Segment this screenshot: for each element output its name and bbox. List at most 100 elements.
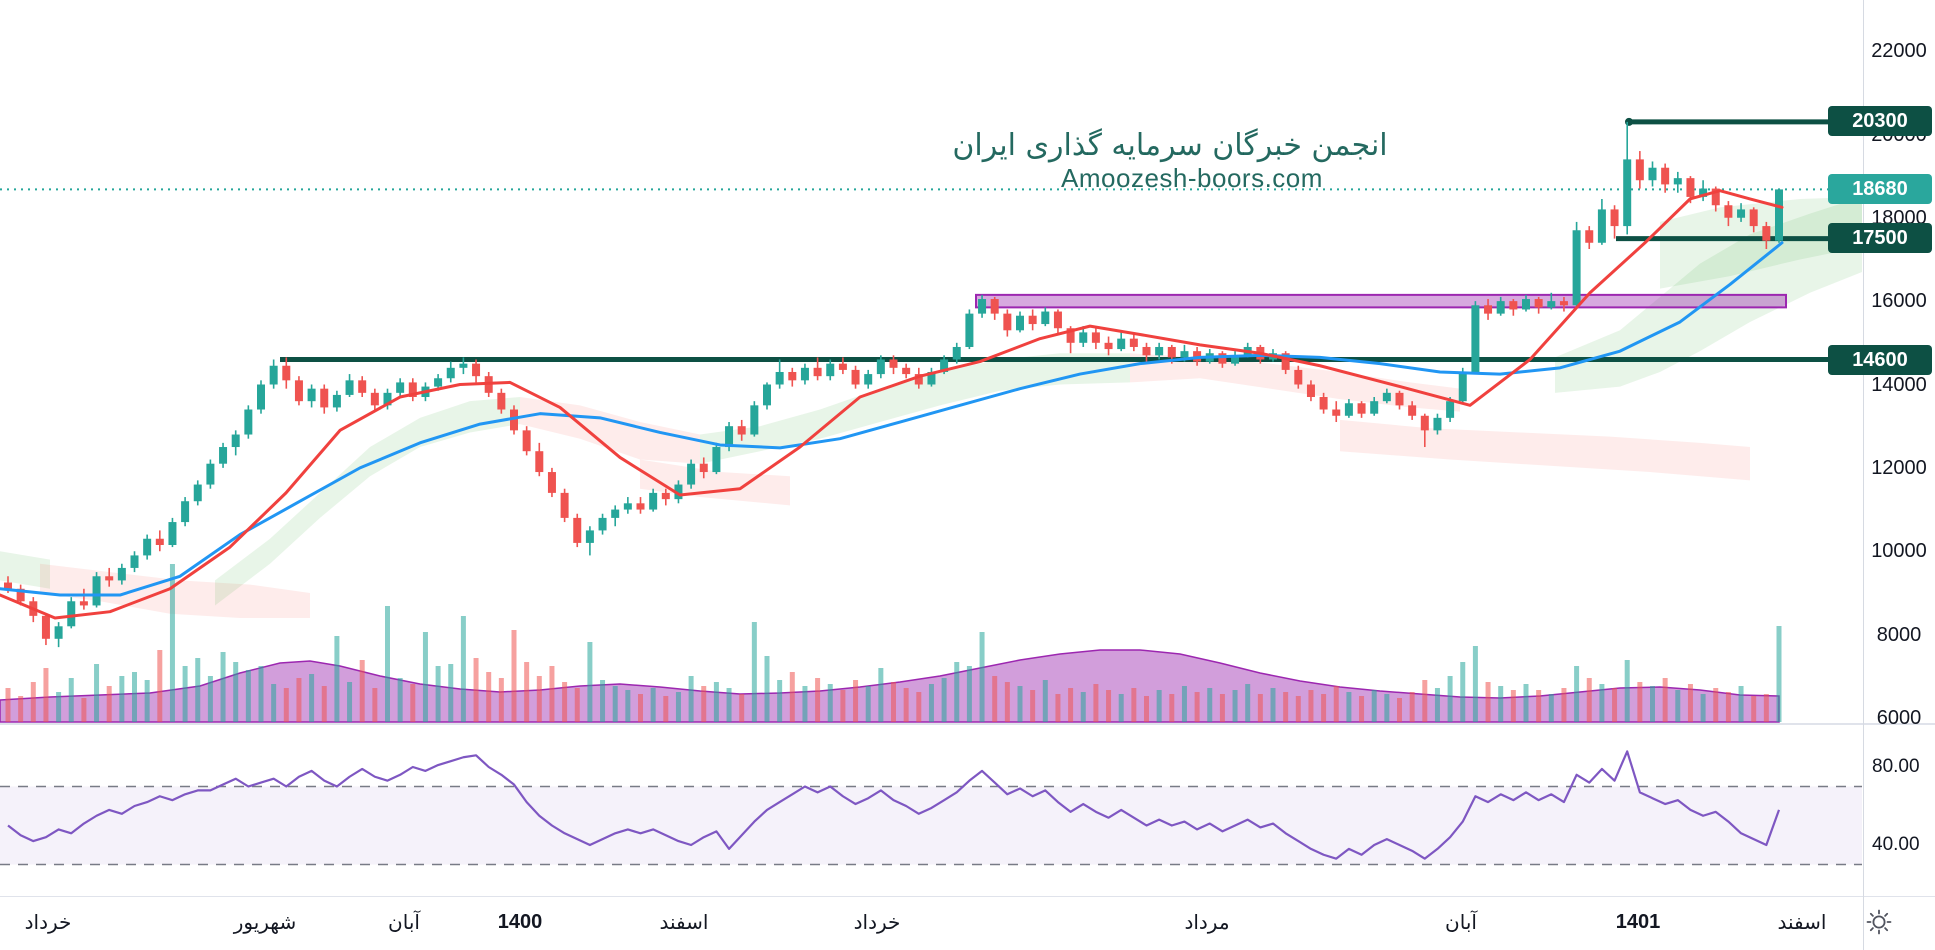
time-axis-label: خرداد bbox=[24, 910, 72, 934]
volume-bar bbox=[1460, 662, 1466, 722]
candle-body bbox=[117, 567, 126, 581]
volume-bar bbox=[1245, 684, 1251, 722]
candle-body bbox=[92, 576, 101, 606]
time-axis-border bbox=[0, 896, 1935, 897]
price-axis-label: 6000 bbox=[1876, 707, 1922, 729]
volume-bar bbox=[1194, 692, 1200, 722]
volume-bar bbox=[815, 678, 821, 722]
volume-bar bbox=[1080, 692, 1086, 722]
volume-bar bbox=[207, 676, 213, 722]
volume-bar bbox=[840, 690, 846, 722]
candle-body bbox=[687, 463, 696, 485]
volume-bar bbox=[777, 680, 783, 722]
volume-bar bbox=[1713, 688, 1719, 722]
candle-body bbox=[864, 374, 873, 385]
volume-bar bbox=[764, 656, 770, 722]
volume-bar bbox=[954, 662, 960, 722]
volume-bar bbox=[713, 682, 719, 722]
volume-bar bbox=[1181, 686, 1187, 722]
candle-body bbox=[965, 313, 974, 347]
candle-body bbox=[282, 365, 291, 381]
volume-bar bbox=[1422, 680, 1428, 722]
candle-body bbox=[1699, 188, 1708, 197]
volume-bar bbox=[321, 686, 327, 722]
volume-bar bbox=[359, 660, 365, 722]
volume-bar bbox=[966, 666, 972, 722]
volume-bar bbox=[1624, 660, 1630, 722]
candle-body bbox=[446, 367, 455, 379]
candle-body bbox=[712, 447, 721, 473]
volume-bar bbox=[1232, 690, 1238, 722]
candle-body bbox=[231, 434, 240, 448]
candle-body bbox=[396, 382, 405, 393]
candle-body bbox=[332, 394, 341, 408]
candle-body bbox=[1306, 384, 1315, 398]
candle-body bbox=[1711, 188, 1720, 206]
volume-bar bbox=[157, 650, 163, 722]
volume-bar bbox=[891, 682, 896, 722]
candle-body bbox=[1003, 313, 1012, 331]
volume-bar bbox=[1738, 686, 1744, 722]
candle-body bbox=[1585, 230, 1594, 243]
candle-body bbox=[1635, 159, 1644, 181]
volume-bar bbox=[1156, 690, 1162, 722]
candle-body bbox=[1357, 403, 1366, 414]
ichimoku-cloud-pink bbox=[40, 563, 310, 618]
candle-body bbox=[497, 392, 506, 410]
candle-body bbox=[510, 409, 518, 431]
volume-bar bbox=[1650, 686, 1655, 722]
volume-bar bbox=[979, 632, 985, 722]
volume-bar bbox=[1776, 626, 1782, 722]
candle-body bbox=[370, 392, 379, 406]
candle-body bbox=[206, 463, 215, 485]
volume-bar bbox=[562, 682, 568, 722]
candle-body bbox=[1142, 346, 1151, 356]
candle-body bbox=[307, 388, 316, 402]
volume-bar bbox=[347, 682, 353, 722]
volume-bar bbox=[1055, 694, 1061, 722]
volume-bar bbox=[865, 686, 871, 722]
volume-bar bbox=[5, 688, 11, 722]
candle-body bbox=[1041, 311, 1050, 325]
candle-body bbox=[1332, 409, 1341, 416]
volume-bar bbox=[1257, 694, 1263, 722]
volume-bar bbox=[283, 688, 289, 722]
candle-body bbox=[876, 359, 885, 375]
volume-bar bbox=[1384, 694, 1390, 722]
volume-bar bbox=[1510, 690, 1516, 722]
volume-bar bbox=[688, 676, 694, 722]
volume-bar bbox=[1612, 688, 1618, 722]
volume-bar bbox=[422, 632, 428, 722]
volume-bar bbox=[385, 606, 390, 722]
candle-body bbox=[927, 371, 936, 385]
ichimoku-cloud-pink bbox=[520, 397, 700, 464]
candle-body bbox=[1673, 178, 1682, 185]
pane-separator-price-rsi[interactable] bbox=[0, 723, 1935, 725]
volume-bar bbox=[726, 688, 732, 722]
candle-body bbox=[940, 359, 949, 372]
volume-bar bbox=[903, 688, 909, 722]
price-axis-border bbox=[1863, 0, 1864, 950]
volume-bar bbox=[1561, 688, 1567, 722]
volume-bar bbox=[1308, 690, 1314, 722]
candle-body bbox=[79, 601, 88, 606]
volume-bar bbox=[309, 674, 315, 722]
candle-body bbox=[788, 371, 797, 381]
candle-body bbox=[560, 492, 569, 518]
volume-bar bbox=[638, 694, 643, 722]
volume-bar bbox=[1346, 692, 1352, 722]
ma-fast-line bbox=[0, 189, 1784, 620]
candle-body bbox=[1079, 332, 1088, 343]
candle-body bbox=[1686, 178, 1695, 197]
volume-bar bbox=[169, 564, 175, 722]
candle-body bbox=[130, 555, 139, 568]
sun-theme-toggle-icon[interactable] bbox=[1860, 905, 1898, 939]
volume-bar bbox=[1093, 684, 1099, 722]
volume-bar bbox=[195, 658, 201, 722]
candle-body bbox=[800, 367, 809, 381]
time-axis-label: مرداد bbox=[1184, 910, 1230, 934]
candle-body bbox=[1762, 226, 1771, 241]
supply-zone-rectangle bbox=[975, 293, 1787, 309]
